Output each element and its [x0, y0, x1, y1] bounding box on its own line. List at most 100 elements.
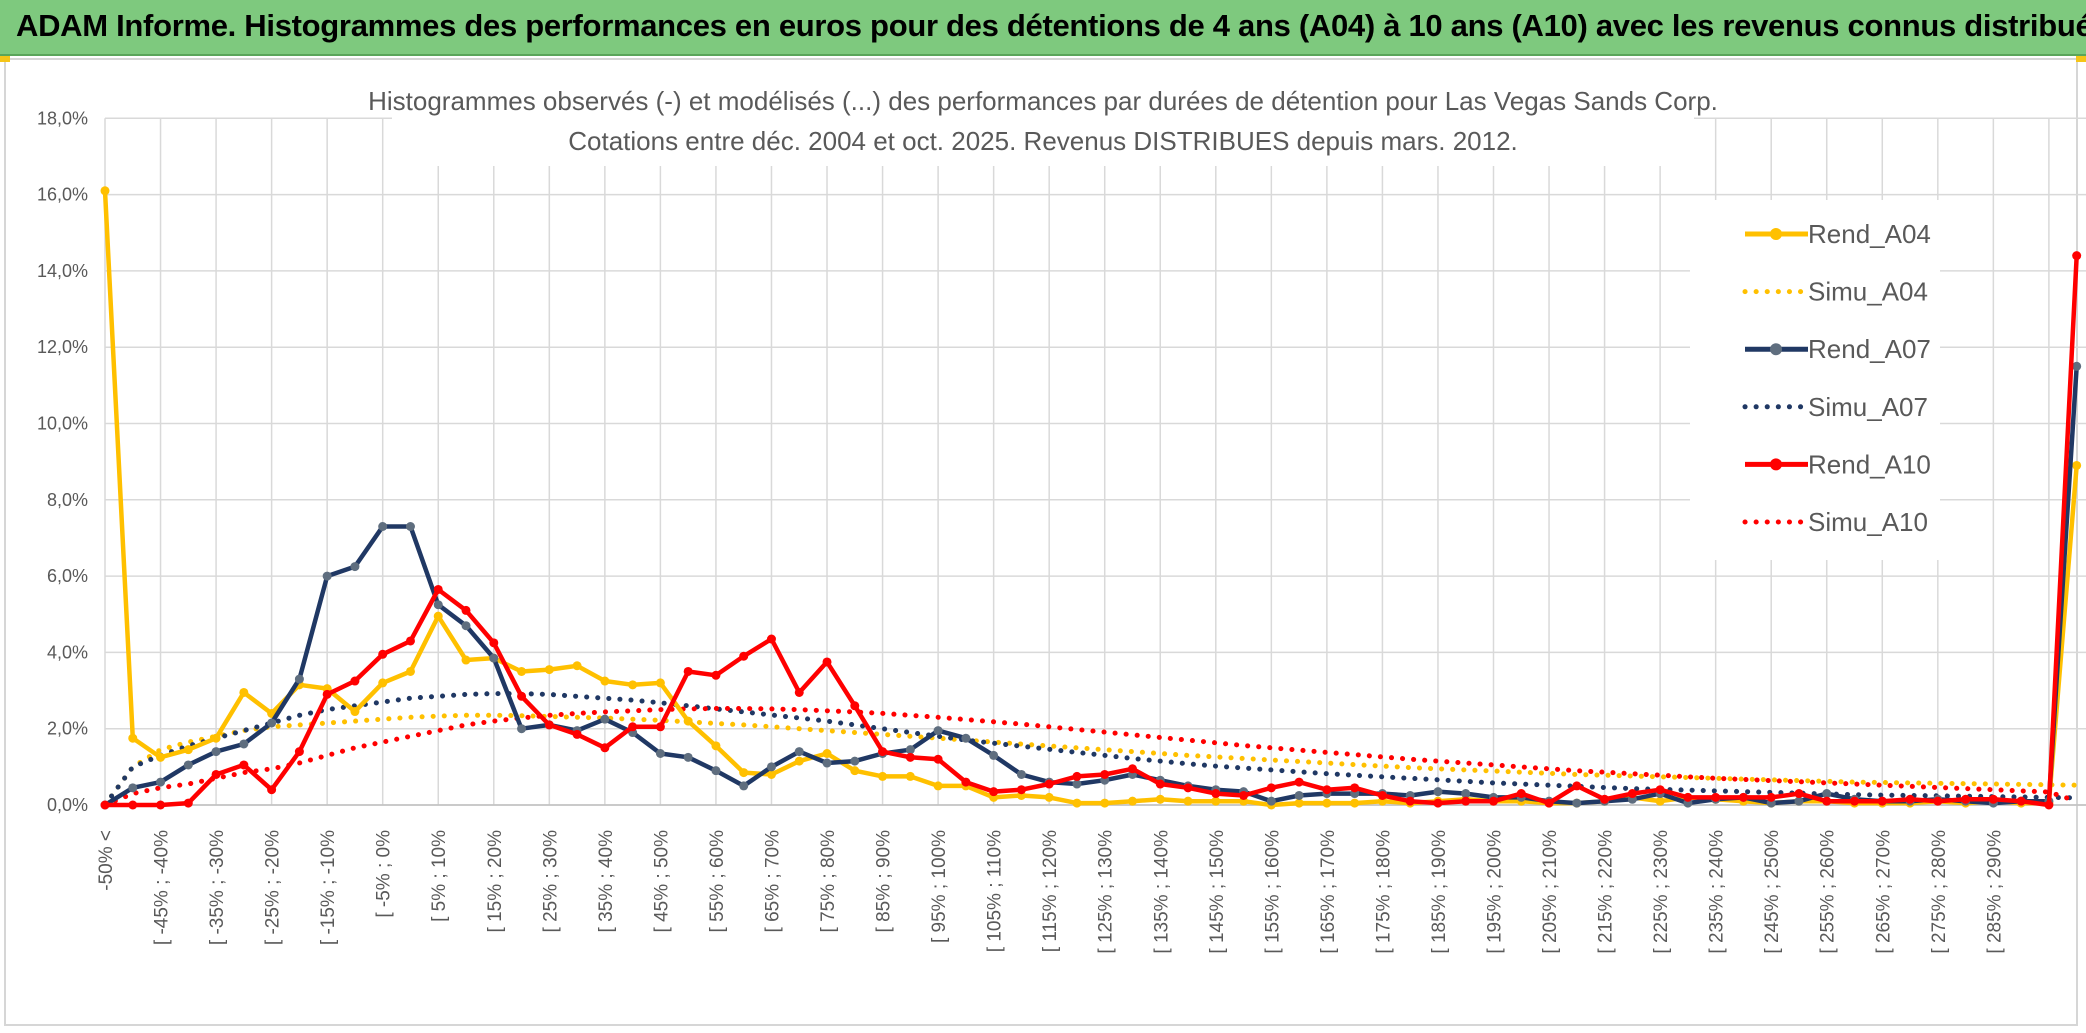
x-tick-label: [ 135% ; 140%: [1151, 830, 1172, 954]
data-point: [239, 687, 249, 697]
data-point: [461, 655, 471, 665]
x-tick-label: [ 165% ; 170%: [1318, 830, 1339, 954]
data-point: [1627, 789, 1637, 799]
legend-marker: [1770, 458, 1782, 471]
data-point: [961, 733, 971, 743]
data-point: [711, 741, 721, 751]
chart-title-background: [392, 86, 1694, 166]
x-axis-ticks: -50% < [ -45% ; -40% [ -35% ; -30% [ -25% ;…: [96, 830, 2005, 954]
y-tick-label: 10,0%: [37, 414, 88, 434]
simulated-line: [102, 712, 2080, 808]
data-point: [489, 638, 499, 648]
data-point: [433, 600, 443, 610]
data-point: [1100, 798, 1110, 808]
x-tick-label: [ 225% ; 230%: [1651, 830, 1672, 954]
data-point: [461, 621, 471, 631]
report-banner: ADAM Informe. Histogrammes des performan…: [0, 0, 2086, 56]
data-point: [1711, 792, 1721, 802]
data-point: [1433, 787, 1443, 797]
data-point: [628, 722, 638, 732]
data-point: [739, 768, 749, 778]
data-point: [905, 771, 915, 781]
data-point: [2072, 460, 2082, 470]
legend-entry-simu-a07: Simu_A07: [1742, 392, 1928, 422]
data-point: [461, 605, 471, 615]
observed-line: [105, 255, 2079, 808]
y-tick-label: 4,0%: [47, 642, 88, 662]
data-point: [1294, 790, 1304, 800]
data-point: [183, 798, 193, 808]
data-point: [989, 750, 999, 760]
data-point: [1322, 798, 1332, 808]
frame-corner-mark: [2076, 56, 2086, 62]
data-point: [1072, 771, 1082, 781]
x-tick-label: [ 125% ; 130%: [1096, 830, 1117, 954]
x-tick-label: [ 285% ; 290%: [1984, 830, 2005, 954]
data-point: [933, 754, 943, 764]
data-point: [489, 653, 499, 663]
data-point: [1350, 783, 1360, 793]
data-point: [405, 666, 415, 676]
data-point: [1766, 792, 1776, 802]
y-tick-label: 8,0%: [47, 490, 88, 510]
data-point: [683, 752, 693, 762]
data-point: [211, 769, 221, 779]
data-point: [711, 670, 721, 680]
data-point: [794, 747, 804, 757]
data-point: [1850, 796, 1860, 806]
data-point: [405, 636, 415, 646]
x-tick-label: [ 275% ; 280%: [1929, 830, 1950, 954]
data-point: [156, 800, 166, 810]
data-point: [294, 674, 304, 684]
data-point: [1461, 796, 1471, 806]
data-point: [378, 522, 388, 532]
data-point: [322, 689, 332, 699]
data-point: [1655, 785, 1665, 795]
x-tick-label: [ 75% ; 80%: [818, 830, 839, 933]
y-tick-label: 18,0%: [37, 108, 88, 128]
data-point: [1211, 789, 1221, 799]
x-tick-label: [ -25% ; -20%: [263, 830, 284, 945]
data-point: [350, 562, 360, 572]
y-axis-ticks: 0,0% 2,0% 4,0% 6,0% 8,0% 10,0% 12,0% 14,0% 16,0%…: [37, 108, 88, 815]
data-point: [600, 743, 610, 753]
legend-marker: [1770, 228, 1782, 240]
data-point: [1433, 798, 1443, 808]
data-point: [1211, 796, 1221, 806]
data-point: [2016, 796, 2026, 806]
report-title: ADAM Informe. Histogrammes des performan…: [16, 8, 2086, 43]
data-point: [267, 718, 277, 728]
data-point: [989, 787, 999, 797]
data-point: [1350, 798, 1360, 808]
x-tick-label: [ -45% ; -40%: [152, 830, 173, 945]
data-point: [2044, 800, 2054, 810]
data-point: [1794, 789, 1804, 799]
x-tick-label: [ 45% ; 50%: [651, 830, 672, 933]
legend-label: Rend_A04: [1808, 219, 1931, 249]
data-point: [1794, 796, 1804, 806]
data-point: [544, 720, 554, 730]
legend-entry-rend-a10: Rend_A10: [1745, 449, 1931, 479]
data-point: [1155, 794, 1165, 804]
x-tick-label: [ 195% ; 200%: [1485, 830, 1506, 954]
data-point: [211, 733, 221, 743]
x-tick-label: [ 105% ; 110%: [985, 830, 1006, 952]
data-point: [822, 657, 832, 667]
data-point: [933, 781, 943, 791]
data-point: [905, 752, 915, 762]
data-point: [1683, 792, 1693, 802]
data-point: [1988, 794, 1998, 804]
data-point: [1822, 796, 1832, 806]
data-point: [1961, 794, 1971, 804]
data-point: [1572, 798, 1582, 808]
y-tick-label: 12,0%: [37, 337, 88, 357]
data-point: [1044, 792, 1054, 802]
series-simu-a10: [102, 706, 2080, 808]
data-point: [1877, 796, 1887, 806]
data-point: [2072, 251, 2082, 261]
data-point: [1933, 796, 1943, 806]
data-point: [128, 783, 138, 793]
y-tick-label: 16,0%: [37, 185, 88, 205]
data-point: [128, 800, 138, 810]
